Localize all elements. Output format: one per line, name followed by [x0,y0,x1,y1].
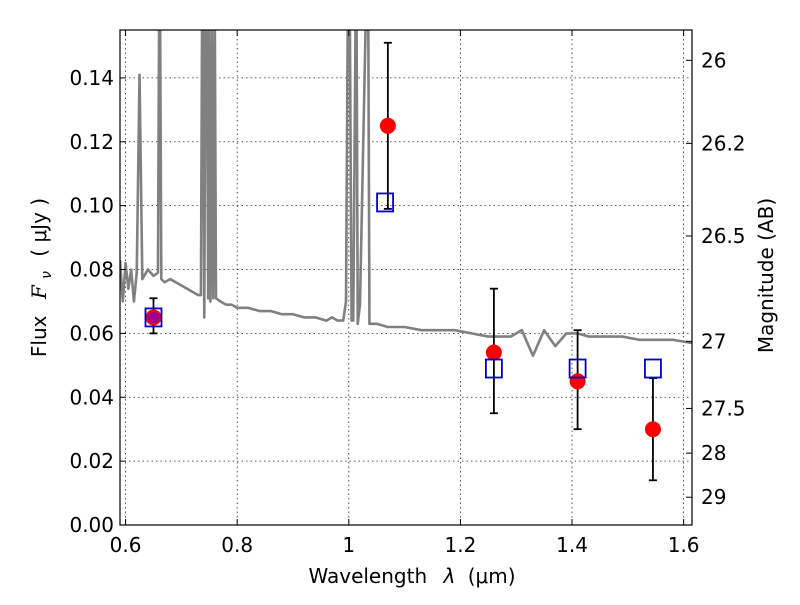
y-axis-label-subscript: ν [39,271,55,279]
y2-tick-label: 26.5 [701,224,746,248]
synthetic-photometry-square [376,192,394,213]
synthetic-photometry-square [568,358,587,379]
y-tick-label: 0.00 [69,513,114,537]
y2-tick-label: 28 [701,441,726,465]
y-tick-label: 0.12 [69,130,114,154]
y-tick-label: 0.02 [69,449,114,473]
model-spectrum-line [120,30,692,358]
overlap-point [147,311,160,324]
observed-point [569,373,586,390]
observed-point [379,117,396,134]
plot-area [120,30,692,482]
y-tick-label: 0.04 [69,385,114,409]
y2-tick-label: 27 [701,329,726,353]
synthetic-photometry-square [144,307,163,328]
y2-tick-label: 26.2 [701,131,746,155]
y-tick-label: 0.14 [69,66,114,90]
x-axis-label-unit: (μm) [468,564,516,588]
y2-tick-label: 26 [701,48,726,72]
y2-axis-label: Magnitude (AB) [754,198,778,353]
series-group [120,30,692,482]
y-axis-label-symbol: F [27,284,51,300]
y-tick-label: 0.06 [69,321,114,345]
synthetic-photometry-square [644,358,662,379]
y2-tick-label: 29 [701,485,726,509]
y-axis-label: Flux F ν ( μJy ) [27,198,56,357]
x-tick-label: 1.6 [668,533,700,557]
observed-point [644,421,661,438]
observed-point [485,344,502,361]
plot-frame [119,29,693,526]
observed-point-group [379,41,396,210]
y-tick-label: 0.10 [69,194,114,218]
observed-point-group [644,377,661,482]
observed-point-group [485,287,502,415]
x-tick-label: 0.8 [221,533,253,557]
x-axis-label: Wavelength λ (μm) [308,564,515,588]
x-axis-label-symbol: λ [443,564,456,588]
y-axis-label-unit: ( μJy ) [27,198,51,257]
ticks: 0.6 0.8 1 1.2 1.4 1.6 0.00 0.02 0.04 0.06 0.08 0.10… [69,30,746,557]
y-tick-label: 0.08 [69,258,114,282]
y-axis-label-text: Flux [27,315,51,357]
y2-tick-label: 27.5 [701,396,746,420]
x-tick-label: 0.6 [110,533,142,557]
x-tick-label: 1.4 [556,533,588,557]
x-tick-label: 1 [342,533,355,557]
x-axis-label-text: Wavelength [308,564,427,588]
x-tick-label: 1.2 [445,533,477,557]
synthetic-photometry-square [484,358,503,379]
